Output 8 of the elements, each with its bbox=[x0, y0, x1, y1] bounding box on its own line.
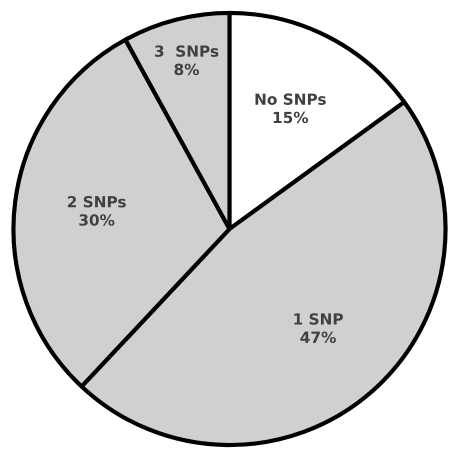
data-label: 47% bbox=[300, 331, 336, 344]
slice-label: 1 SNP bbox=[294, 313, 343, 325]
slice-label: 2 SNPs bbox=[68, 196, 126, 208]
data-label: 15% bbox=[274, 112, 308, 124]
data-label: 8% bbox=[174, 64, 199, 76]
slice-label: 3 SNPs bbox=[155, 45, 218, 57]
slice-label: No SNPs bbox=[256, 93, 326, 105]
data-label: 30% bbox=[79, 214, 114, 226]
